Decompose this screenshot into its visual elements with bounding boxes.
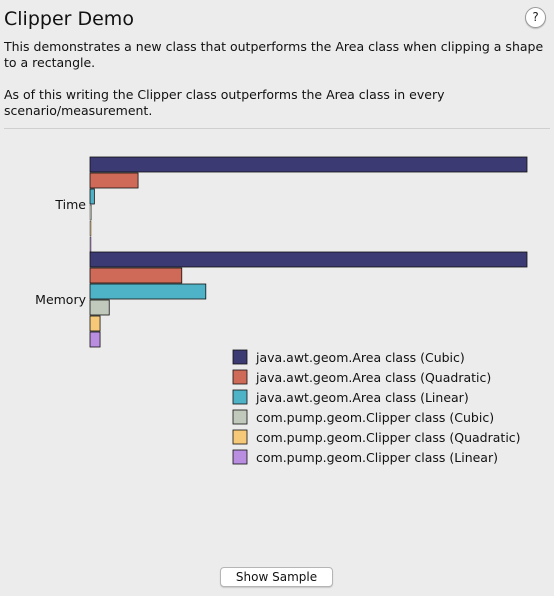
bar-chart: Time Memory java.awt.geom.Area class (Cub… xyxy=(35,156,528,465)
legend-swatch-1 xyxy=(232,369,248,385)
legend-label-2: java.awt.geom.Area class (Linear) xyxy=(255,390,469,405)
bar-memory-4 xyxy=(89,315,101,332)
bar-time-3 xyxy=(89,204,92,221)
bar-memory-3 xyxy=(89,299,110,316)
bar-memory-0 xyxy=(89,251,528,268)
description-paragraph-1: This demonstrates a new class that outpe… xyxy=(4,39,544,70)
bar-memory-5 xyxy=(89,331,101,348)
legend-swatch-3 xyxy=(232,409,248,425)
window-title: Clipper Demo xyxy=(4,8,134,30)
chart-legend: java.awt.geom.Area class (Cubic) java.awt… xyxy=(232,349,521,465)
legend-swatch-2 xyxy=(232,389,248,405)
bar-time-1 xyxy=(89,172,139,189)
bar-time-5 xyxy=(89,236,92,253)
show-sample-button[interactable]: Show Sample xyxy=(220,567,333,587)
chart-bars xyxy=(89,156,528,348)
category-label-time: Time xyxy=(54,197,86,212)
bar-time-4 xyxy=(89,220,92,237)
legend-swatch-5 xyxy=(232,449,248,465)
category-labels: Time Memory xyxy=(35,197,86,307)
bar-time-2 xyxy=(89,188,95,205)
legend-label-4: com.pump.geom.Clipper class (Quadratic) xyxy=(256,430,521,445)
bar-time-0 xyxy=(89,156,528,173)
bar-memory-2 xyxy=(89,283,207,300)
bar-memory-1 xyxy=(89,267,183,284)
help-button[interactable]: ? xyxy=(525,7,546,28)
category-label-memory: Memory xyxy=(35,292,86,307)
legend-label-1: java.awt.geom.Area class (Quadratic) xyxy=(255,370,491,385)
legend-swatch-0 xyxy=(232,349,248,365)
legend-label-0: java.awt.geom.Area class (Cubic) xyxy=(255,350,465,365)
legend-label-3: com.pump.geom.Clipper class (Cubic) xyxy=(256,410,494,425)
legend-swatch-4 xyxy=(232,429,248,445)
legend-label-5: com.pump.geom.Clipper class (Linear) xyxy=(256,450,498,465)
description-paragraph-2: As of this writing the Clipper class out… xyxy=(4,87,445,118)
divider xyxy=(4,128,550,129)
